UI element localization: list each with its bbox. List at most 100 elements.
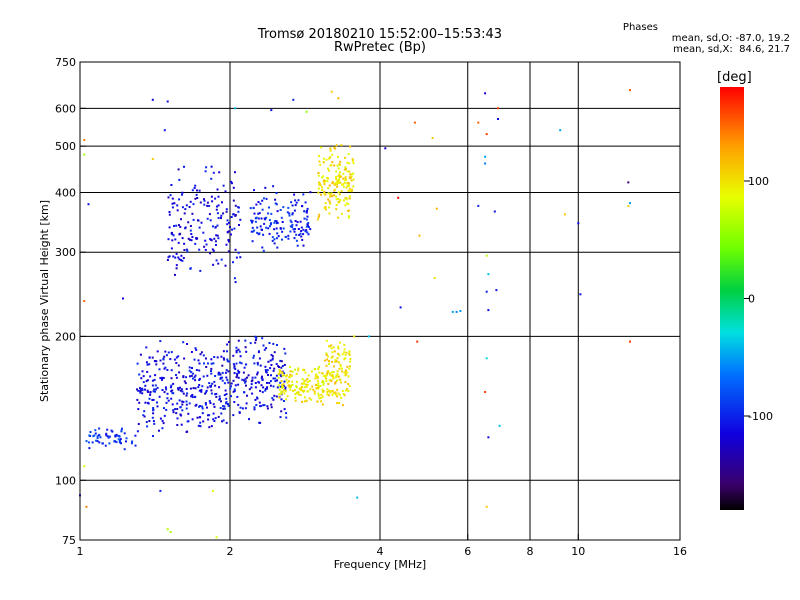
data-point — [224, 264, 227, 267]
data-point — [285, 398, 288, 401]
data-point — [297, 393, 300, 396]
data-point — [208, 400, 211, 403]
data-point — [235, 362, 238, 365]
data-point — [266, 381, 268, 384]
data-point — [201, 412, 204, 415]
data-point — [333, 365, 335, 368]
data-point — [282, 384, 285, 387]
data-point — [165, 408, 168, 411]
data-point — [221, 364, 224, 367]
data-point — [418, 234, 421, 237]
data-point — [221, 420, 223, 423]
data-point — [264, 389, 267, 392]
data-point — [217, 262, 220, 265]
data-point — [145, 361, 148, 364]
data-point — [232, 390, 235, 393]
data-point — [340, 381, 342, 384]
data-point — [326, 358, 329, 361]
data-point — [233, 389, 236, 392]
data-point — [171, 233, 174, 236]
data-point — [305, 110, 308, 113]
data-point — [192, 203, 195, 206]
data-point — [271, 355, 274, 357]
data-point — [296, 221, 299, 224]
data-point — [166, 259, 169, 261]
y-tick-label: 100 — [55, 474, 76, 487]
data-point — [136, 388, 138, 391]
data-point — [249, 207, 252, 210]
data-point — [146, 425, 149, 428]
data-point — [285, 374, 288, 377]
data-point — [164, 386, 167, 389]
data-point — [202, 231, 205, 234]
data-point — [217, 237, 220, 240]
data-point — [297, 228, 300, 230]
data-point — [329, 149, 332, 152]
data-point — [83, 139, 86, 141]
data-point — [151, 356, 154, 359]
data-point — [343, 168, 346, 171]
data-point — [250, 219, 253, 222]
data-point — [347, 182, 350, 185]
data-point — [271, 239, 274, 242]
data-point — [325, 339, 328, 342]
data-point — [91, 441, 94, 444]
data-point — [265, 216, 268, 219]
chart-title: Tromsø 20180210 15:52:00–15:53:43 — [257, 27, 503, 42]
data-point — [325, 352, 328, 355]
data-point — [321, 186, 324, 189]
data-point — [188, 369, 191, 372]
data-point — [349, 358, 352, 360]
data-point — [244, 363, 247, 366]
data-point — [318, 160, 321, 163]
data-point — [273, 238, 276, 241]
data-point — [226, 231, 229, 234]
colorbar-tick-label: 100 — [748, 175, 769, 188]
data-point — [294, 393, 297, 396]
x-tick-label: 10 — [571, 545, 585, 558]
data-point — [295, 201, 298, 204]
data-point — [175, 264, 178, 267]
data-point — [349, 173, 352, 176]
data-point — [181, 191, 184, 194]
data-point — [284, 352, 287, 355]
data-point — [145, 346, 148, 349]
data-point — [199, 353, 202, 356]
data-point — [123, 448, 126, 451]
data-point — [190, 395, 193, 398]
data-point — [214, 226, 217, 229]
data-point — [170, 390, 173, 393]
data-point — [336, 388, 339, 391]
data-point — [347, 203, 350, 205]
data-point — [163, 391, 166, 394]
data-point — [303, 368, 306, 371]
data-point — [288, 376, 291, 379]
data-point — [223, 407, 226, 410]
data-point — [317, 394, 320, 397]
data-point — [315, 374, 318, 377]
data-point — [173, 202, 176, 205]
data-point — [343, 343, 346, 346]
data-point — [270, 374, 272, 377]
data-point — [211, 200, 214, 203]
data-point — [291, 370, 294, 373]
data-point — [142, 375, 145, 378]
data-point — [324, 193, 327, 196]
data-point — [277, 376, 280, 379]
data-point — [344, 197, 347, 200]
data-point — [337, 216, 340, 219]
data-point — [189, 375, 191, 378]
data-point — [141, 370, 144, 373]
data-point — [303, 400, 306, 403]
data-point — [232, 414, 235, 417]
data-point — [237, 210, 240, 213]
data-point — [493, 210, 496, 213]
data-point — [125, 440, 127, 443]
data-point — [253, 189, 255, 192]
data-point — [143, 415, 146, 418]
data-point — [321, 388, 324, 391]
data-point — [279, 369, 281, 372]
data-point — [195, 369, 198, 371]
data-point — [348, 187, 351, 190]
data-point — [291, 223, 294, 226]
